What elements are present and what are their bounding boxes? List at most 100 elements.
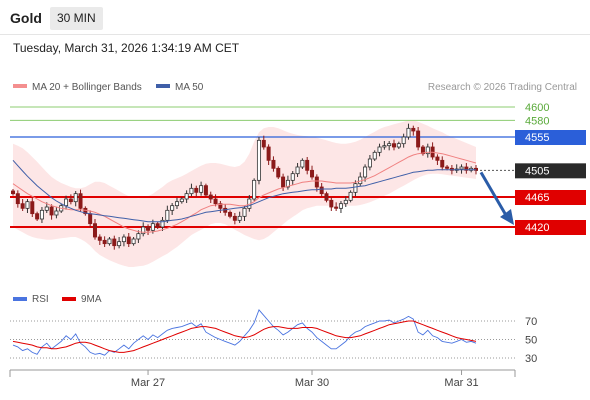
candle-body bbox=[131, 238, 136, 245]
candle bbox=[30, 197, 35, 217]
timeframe-badge[interactable]: 30 MIN bbox=[50, 7, 103, 30]
candle bbox=[97, 234, 102, 245]
candle-body bbox=[237, 215, 242, 221]
candle-body bbox=[372, 151, 377, 160]
candle bbox=[126, 233, 131, 247]
candle-body bbox=[30, 201, 35, 215]
candle-body bbox=[64, 198, 69, 207]
level-tag-bg-4465 bbox=[515, 190, 586, 205]
candle-body bbox=[203, 185, 208, 196]
candle-body bbox=[39, 209, 44, 220]
candle bbox=[377, 143, 382, 157]
candle bbox=[25, 199, 30, 213]
candle bbox=[382, 141, 387, 150]
candle-body bbox=[348, 191, 353, 201]
candle-body bbox=[324, 193, 329, 201]
candle-body bbox=[281, 176, 286, 188]
legend-rsi-swatch bbox=[13, 297, 27, 301]
candle bbox=[290, 171, 295, 185]
candle-body bbox=[285, 179, 290, 188]
candle-body bbox=[363, 166, 368, 178]
candle-body bbox=[15, 193, 20, 205]
candle bbox=[39, 207, 44, 223]
level-tag-bg-4555 bbox=[515, 130, 586, 145]
candle-body bbox=[35, 213, 40, 220]
candle bbox=[131, 237, 136, 246]
candle-body bbox=[199, 185, 204, 193]
ma50-line bbox=[12, 159, 476, 223]
candle bbox=[324, 191, 329, 203]
candle bbox=[54, 207, 59, 219]
candle-body bbox=[102, 239, 107, 245]
candle bbox=[174, 197, 179, 209]
candle bbox=[261, 135, 266, 150]
candle bbox=[425, 143, 430, 158]
candle bbox=[392, 139, 397, 151]
candle bbox=[218, 201, 223, 213]
candle bbox=[242, 205, 247, 221]
candle bbox=[170, 203, 175, 215]
rsi-tick-70: 70 bbox=[525, 316, 537, 328]
candles bbox=[10, 123, 478, 250]
candle-body bbox=[189, 187, 194, 195]
candle bbox=[396, 141, 401, 149]
candle bbox=[252, 178, 257, 201]
candle-body bbox=[228, 211, 233, 217]
candle bbox=[73, 191, 78, 207]
candle bbox=[68, 194, 73, 205]
candle bbox=[348, 190, 353, 203]
candle-body bbox=[184, 193, 189, 200]
candle bbox=[15, 190, 20, 208]
candle bbox=[92, 219, 97, 240]
candle-body bbox=[343, 199, 348, 205]
candle-body bbox=[266, 146, 271, 161]
candle bbox=[199, 181, 204, 196]
candle bbox=[300, 158, 305, 169]
candle-body bbox=[88, 213, 93, 225]
legend-ma50-label: MA 50 bbox=[175, 82, 204, 93]
candle-body bbox=[174, 201, 179, 207]
candle-body bbox=[44, 206, 49, 211]
candle bbox=[237, 211, 242, 223]
candle bbox=[353, 180, 358, 197]
candle-body bbox=[295, 166, 300, 175]
candle-body bbox=[10, 190, 15, 195]
rsi-ma9-line bbox=[12, 320, 477, 353]
level-tag-4555: 4555 bbox=[515, 130, 586, 145]
candle-body bbox=[353, 183, 358, 193]
candle bbox=[155, 221, 160, 229]
candle bbox=[266, 144, 271, 165]
candle-body bbox=[329, 199, 334, 208]
candle bbox=[440, 156, 445, 171]
moving-averages bbox=[12, 151, 477, 233]
last-price-tag: 4505 bbox=[515, 163, 586, 179]
candle-body bbox=[150, 223, 155, 231]
candle bbox=[107, 237, 112, 246]
legend-rsi-label: RSI bbox=[32, 294, 49, 305]
candle-body bbox=[252, 179, 257, 200]
candle-body bbox=[338, 203, 343, 209]
candle bbox=[228, 210, 233, 219]
candle bbox=[179, 197, 184, 204]
candle bbox=[146, 224, 151, 235]
candle bbox=[319, 183, 324, 197]
forecast-arrow bbox=[479, 171, 514, 225]
candle-body bbox=[305, 159, 310, 171]
candle-body bbox=[387, 143, 392, 147]
bollinger-band-fill bbox=[13, 120, 476, 267]
candle-body bbox=[20, 203, 25, 209]
candle-body bbox=[68, 198, 73, 203]
candle-body bbox=[396, 143, 401, 148]
candle-body bbox=[160, 219, 165, 228]
candle-body bbox=[310, 169, 315, 178]
candle bbox=[387, 141, 392, 151]
level-label-4600: 4600 bbox=[525, 102, 549, 114]
candle-body bbox=[377, 146, 382, 153]
candle bbox=[203, 183, 208, 197]
candle-body bbox=[97, 236, 102, 241]
rsi-tick-50: 50 bbox=[525, 335, 537, 347]
candle bbox=[310, 165, 315, 180]
candle-body bbox=[73, 193, 78, 203]
legend-9ma-label: 9MA bbox=[81, 294, 102, 305]
